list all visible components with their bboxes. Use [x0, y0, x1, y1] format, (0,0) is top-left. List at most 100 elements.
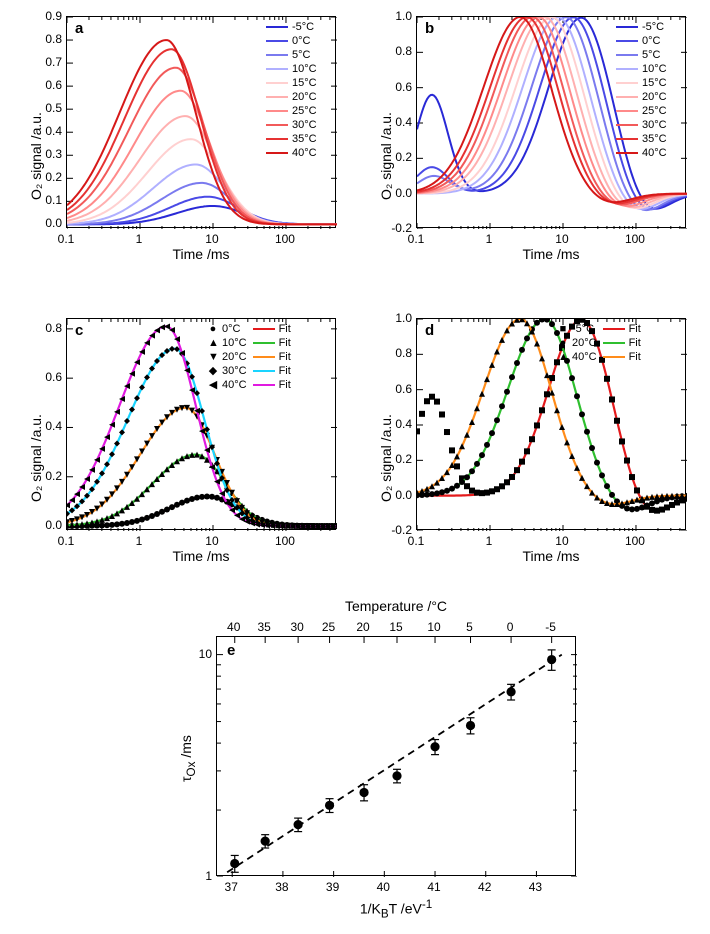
xtick-top-label: 25: [319, 620, 339, 634]
panel-b-xlabel: Time /ms: [416, 246, 686, 262]
ytick-label: 0.4: [382, 417, 412, 431]
ytick-label: 0.6: [382, 382, 412, 396]
legend-label: 10°C: [292, 63, 317, 75]
ytick-label: 0.9: [32, 9, 62, 23]
legend-label: 40°C: [292, 147, 317, 159]
panel-d: d: [416, 318, 686, 530]
legend-label: -5°C: [642, 21, 664, 33]
ytick-label: 0.8: [382, 346, 412, 360]
xtick-label: 38: [270, 880, 294, 894]
ytick-label: 1.0: [382, 311, 412, 325]
ytick-label: -0.2: [382, 221, 412, 235]
ytick-label: -0.2: [382, 523, 412, 537]
xtick-top-label: 35: [254, 620, 274, 634]
legend-label: 20°C: [292, 91, 317, 103]
xtick-top-label: 15: [386, 620, 406, 634]
xtick-top-label: 20: [353, 620, 373, 634]
ytick-label: 0.2: [32, 170, 62, 184]
xtick-label: 1: [127, 534, 151, 548]
svg-text:c: c: [75, 322, 83, 339]
panel-e-xlabel-bottom: 1/KBT /eV-1: [216, 898, 576, 920]
ytick-label: 0.5: [32, 101, 62, 115]
panel_a-legend: -5°C 0°C 5°C 10°C 15°C 20°C 25°C 30°C 35°C 40°C: [266, 20, 317, 160]
legend-label: 5°C: [292, 49, 310, 61]
panel-c-xlabel: Time /ms: [66, 548, 336, 564]
xtick-label: 42: [473, 880, 497, 894]
ytick-label: 0.4: [32, 419, 62, 433]
legend-label: 10°C: [642, 63, 667, 75]
svg-text:b: b: [425, 20, 434, 37]
xtick-top-label: 0: [500, 620, 520, 634]
ytick-label: 0.2: [382, 452, 412, 466]
legend-label: 25°C: [292, 105, 317, 117]
legend-label: 30°C: [292, 119, 317, 131]
ytick-label: 10: [182, 647, 212, 661]
legend-label: 20°C: [642, 91, 667, 103]
panel-a-xlabel: Time /ms: [66, 246, 336, 262]
xtick-top-label: 5: [460, 620, 480, 634]
ytick-label: 0.0: [32, 518, 62, 532]
legend-label: 15°C: [642, 77, 667, 89]
legend-label: 40°C: [642, 147, 667, 159]
ytick-label: 0.3: [32, 147, 62, 161]
legend-label: 5°C: [642, 49, 660, 61]
ytick-label: 0.4: [32, 124, 62, 138]
xtick-top-label: -5: [541, 620, 561, 634]
xtick-top-label: 10: [424, 620, 444, 634]
xtick-label: 10: [550, 534, 574, 548]
ytick-label: 0.6: [32, 78, 62, 92]
xtick-label: 10: [200, 534, 224, 548]
ytick-label: 0.7: [32, 55, 62, 69]
panel-e-ylabel: τOx /ms: [178, 735, 198, 782]
xtick-top-label: 40: [224, 620, 244, 634]
xtick-label: 43: [523, 880, 547, 894]
xtick-label: 1: [127, 232, 151, 246]
legend-label: 0°C: [642, 35, 660, 47]
xtick-label: 100: [273, 232, 297, 246]
ytick-label: 0.2: [382, 150, 412, 164]
legend-label: 15°C: [292, 77, 317, 89]
ytick-label: 0.0: [382, 186, 412, 200]
xtick-label: 10: [200, 232, 224, 246]
xtick-label: 100: [273, 534, 297, 548]
xtick-label: 40: [371, 880, 395, 894]
panel-e: e: [216, 636, 576, 876]
panel_b-legend: -5°C 0°C 5°C 10°C 15°C 20°C 25°C 30°C 35°C 40°C: [616, 20, 667, 160]
panel_d-legend: ■-5°CFit●20°CFit▲40°CFit: [558, 322, 641, 364]
legend-label: 0°C: [292, 35, 310, 47]
xtick-label: 0.1: [54, 534, 78, 548]
xtick-label: 41: [422, 880, 446, 894]
legend-label: 30°C: [642, 119, 667, 131]
svg-text:d: d: [425, 322, 434, 339]
legend-label: 25°C: [642, 105, 667, 117]
ytick-label: 0.0: [32, 216, 62, 230]
legend-label: 35°C: [642, 133, 667, 145]
xtick-label: 1: [477, 232, 501, 246]
legend-label: 35°C: [292, 133, 317, 145]
ytick-label: 0.0: [382, 488, 412, 502]
ytick-label: 0.2: [32, 469, 62, 483]
xtick-label: 1: [477, 534, 501, 548]
xtick-label: 0.1: [54, 232, 78, 246]
ytick-label: 0.6: [382, 80, 412, 94]
svg-text:a: a: [75, 20, 84, 37]
svg-text:e: e: [227, 642, 235, 659]
legend-label: -5°C: [292, 21, 314, 33]
xtick-label: 39: [321, 880, 345, 894]
ytick-label: 0.8: [32, 321, 62, 335]
ytick-label: 1: [182, 869, 212, 883]
panel-d-xlabel: Time /ms: [416, 548, 686, 564]
panel_c-legend: ●0°CFit▲10°CFit▼20°CFit◆30°CFit◀40°CFit: [208, 322, 291, 392]
ytick-label: 0.4: [382, 115, 412, 129]
ytick-label: 1.0: [382, 9, 412, 23]
ytick-label: 0.1: [32, 193, 62, 207]
xtick-top-label: 30: [287, 620, 307, 634]
panel-e-xlabel-top: Temperature /°C: [216, 598, 576, 614]
xtick-label: 37: [219, 880, 243, 894]
ytick-label: 0.8: [32, 32, 62, 46]
xtick-label: 100: [623, 534, 647, 548]
panel-c: c: [66, 318, 336, 530]
ytick-label: 0.6: [32, 370, 62, 384]
ytick-label: 0.8: [382, 44, 412, 58]
xtick-label: 10: [550, 232, 574, 246]
